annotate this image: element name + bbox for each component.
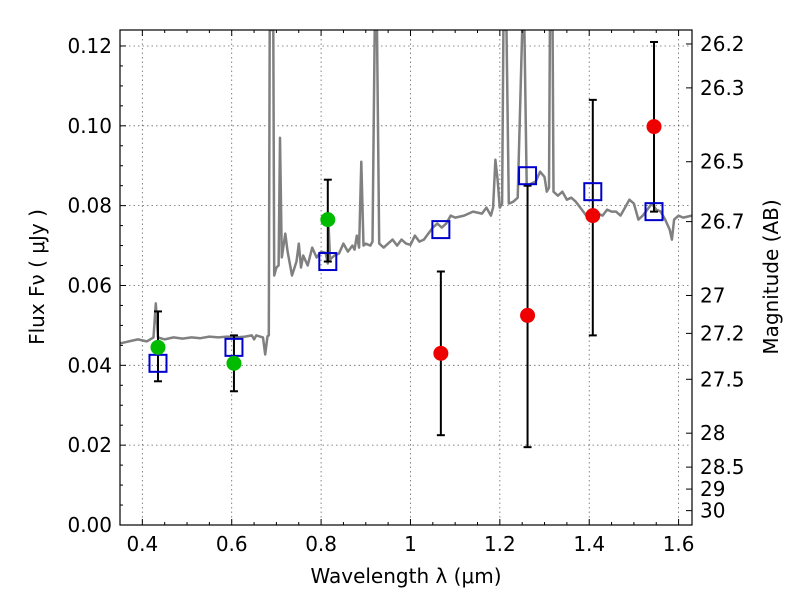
axes: 0.4 0.6 0.8 1 1.2 1.4 1.6 0.00 0.02 0.04 0.06 0.08 0… xyxy=(67,30,745,556)
model-photometry-square xyxy=(431,220,451,240)
x-tick-label: 1.2 xyxy=(484,532,516,556)
observed-point xyxy=(520,307,536,323)
right-tick-label: 27.2 xyxy=(700,321,745,345)
detection-point xyxy=(320,212,336,228)
y-tick-label: 0.12 xyxy=(67,34,112,58)
model-photometry-square xyxy=(318,252,338,272)
right-tick-label: 26.5 xyxy=(700,150,745,174)
x-tick-label: 1 xyxy=(404,532,417,556)
observed-point xyxy=(433,345,449,361)
model-photometry-square xyxy=(518,166,538,186)
right-tick-label: 27.5 xyxy=(700,367,745,391)
x-tick-label: 1.4 xyxy=(573,532,605,556)
right-tick-label: 26.7 xyxy=(700,210,745,234)
y-axis-label: Flux Fν ( μJy ) xyxy=(25,209,49,345)
right-axis-label: Magnitude (AB) xyxy=(759,199,783,354)
x-tick-label: 1.6 xyxy=(663,532,695,556)
y-tick-label: 0.08 xyxy=(67,194,112,218)
plot-frame xyxy=(119,29,693,526)
observed-point xyxy=(646,119,662,135)
y-tick-label: 0.00 xyxy=(67,513,112,537)
grid xyxy=(120,30,692,526)
plot-area xyxy=(120,30,692,449)
right-tick-label: 26.3 xyxy=(700,76,745,100)
right-tick-label: 28.5 xyxy=(700,455,745,479)
x-tick-label: 0.4 xyxy=(126,532,158,556)
detection-point xyxy=(226,355,242,371)
right-tick-label: 29 xyxy=(700,477,725,501)
y-tick-label: 0.10 xyxy=(67,114,112,138)
model-photometry-square xyxy=(644,202,664,222)
x-tick-label: 0.6 xyxy=(216,532,248,556)
x-axis-label: Wavelength λ (μm) xyxy=(310,564,501,588)
right-tick-label: 30 xyxy=(700,499,725,523)
observed-point xyxy=(585,208,601,224)
right-tick-label: 26.2 xyxy=(700,32,745,56)
right-tick-label: 27 xyxy=(700,283,725,307)
model-photometry-square xyxy=(583,182,603,202)
y-tick-label: 0.04 xyxy=(67,353,112,377)
x-tick-label: 0.8 xyxy=(305,532,337,556)
detection-point xyxy=(150,339,166,355)
y-tick-label: 0.02 xyxy=(67,433,112,457)
right-tick-label: 28 xyxy=(700,421,725,445)
y-tick-label: 0.06 xyxy=(67,273,112,297)
